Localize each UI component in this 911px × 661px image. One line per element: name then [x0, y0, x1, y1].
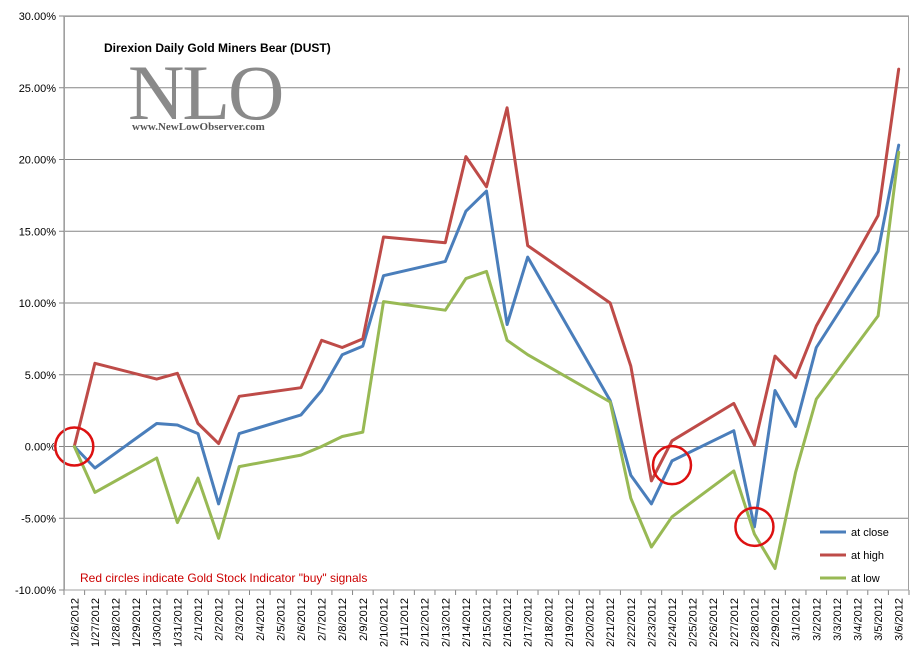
y-tick-label: 25.00%: [19, 83, 57, 95]
x-tick-label: 2/21/2012: [605, 598, 617, 647]
x-tick-label: 2/24/2012: [667, 598, 679, 647]
y-tick-label: -10.00%: [15, 585, 56, 597]
series-line-at-low: [72, 150, 901, 570]
y-tick-label: 15.00%: [19, 226, 57, 238]
nlo-logo: NLO www.NewLowObserver.com: [128, 49, 284, 136]
x-tick-label: 2/2/2012: [214, 598, 226, 641]
x-tick-label: 2/11/2012: [399, 598, 411, 646]
x-tick-label: 2/28/2012: [749, 598, 761, 647]
series-line-at-high: [72, 67, 901, 483]
x-tick-label: 2/1/2012: [193, 598, 205, 641]
x-tick-label: 1/27/2012: [90, 598, 102, 647]
x-tick-label: 2/3/2012: [234, 598, 246, 641]
y-tick-label: 5.00%: [25, 370, 56, 382]
x-tick-label: 2/6/2012: [296, 598, 308, 641]
x-tick-label: 1/26/2012: [69, 598, 81, 647]
x-tick-label: 2/29/2012: [770, 598, 782, 647]
annotation-note: Red circles indicate Gold Stock Indicato…: [80, 571, 367, 585]
x-tick-label: 2/25/2012: [688, 598, 700, 647]
x-tick-label: 2/23/2012: [646, 598, 658, 647]
x-tick-label: 2/15/2012: [482, 598, 494, 647]
series-line-at-close: [72, 143, 901, 529]
y-tick-label: 20.00%: [19, 155, 57, 167]
x-tick-label: 3/5/2012: [873, 598, 885, 641]
y-tick-label: 10.00%: [19, 298, 57, 310]
x-tick-label: 2/4/2012: [255, 598, 267, 641]
y-axis-ticks: -10.00% -5.00% 0.00% 5.00% 10.00% 15.00% 20.00…: [15, 11, 64, 597]
x-tick-label: 2/26/2012: [708, 598, 720, 647]
x-tick-label: 1/28/2012: [111, 598, 123, 647]
x-tick-label: 3/2/2012: [811, 598, 823, 641]
x-tick-label: 3/6/2012: [894, 598, 906, 641]
logo-text: NLO: [128, 49, 282, 136]
y-tick-label: 0.00%: [25, 442, 56, 454]
x-tick-label: 1/29/2012: [131, 598, 143, 647]
x-axis-ticks: 1/26/2012 1/27/2012 1/28/2012 1/29/2012 1/30…: [63, 590, 910, 647]
logo-url: www.NewLowObserver.com: [132, 121, 265, 133]
x-tick-label: 3/4/2012: [852, 598, 864, 641]
y-tick-label: 30.00%: [19, 11, 57, 23]
legend-label: at close: [851, 527, 889, 539]
x-tick-label: 2/12/2012: [420, 598, 432, 647]
series-lines: [72, 67, 901, 570]
x-tick-label: 2/10/2012: [378, 598, 390, 647]
x-tick-label: 2/22/2012: [626, 598, 638, 647]
chart-title: Direxion Daily Gold Miners Bear (DUST): [104, 41, 331, 55]
y-tick-label: -5.00%: [21, 513, 56, 525]
x-tick-label: 2/19/2012: [564, 598, 576, 647]
x-tick-label: 1/30/2012: [152, 598, 164, 647]
legend-label: at high: [851, 550, 884, 562]
buy-signal-circles: [54, 426, 775, 548]
buy-signal-circle: [54, 426, 95, 467]
x-tick-label: 2/18/2012: [543, 598, 555, 647]
x-tick-label: 2/7/2012: [317, 598, 329, 641]
x-tick-label: 2/8/2012: [337, 598, 349, 641]
x-tick-label: 2/27/2012: [729, 598, 741, 647]
x-tick-label: 2/16/2012: [502, 598, 514, 647]
x-tick-label: 2/14/2012: [461, 598, 473, 647]
x-tick-label: 2/20/2012: [585, 598, 597, 647]
buy-signal-circle: [651, 444, 693, 486]
buy-signal-circle: [734, 506, 775, 548]
x-tick-label: 1/31/2012: [172, 598, 184, 647]
x-tick-label: 2/5/2012: [275, 598, 287, 641]
legend-label: at low: [851, 573, 880, 585]
x-tick-label: 3/1/2012: [791, 598, 803, 641]
plot-area-border: [64, 16, 909, 591]
x-tick-label: 2/9/2012: [358, 598, 370, 641]
x-tick-label: 2/13/2012: [440, 598, 452, 647]
x-tick-label: 3/3/2012: [832, 598, 844, 641]
legend: at close at high at low: [820, 527, 889, 585]
x-tick-label: 2/17/2012: [523, 598, 535, 647]
